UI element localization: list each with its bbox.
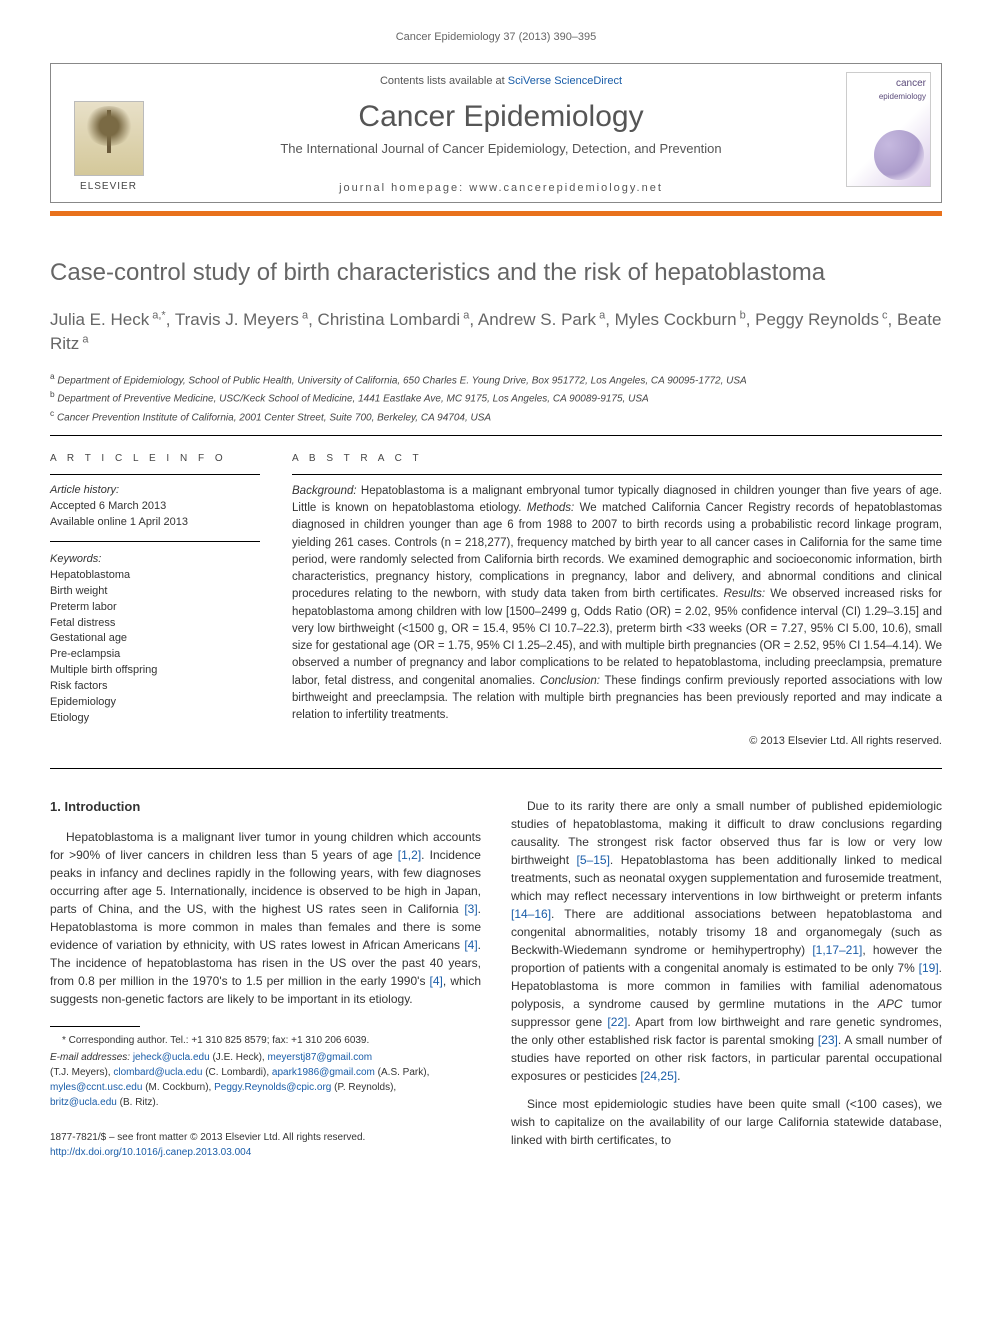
ref-link[interactable]: [4] (430, 974, 443, 988)
orange-rule (50, 211, 942, 216)
section-heading-intro: 1. Introduction (50, 797, 481, 817)
journal-cover-icon: cancer epidemiology (846, 72, 931, 187)
email-link[interactable]: apark1986@gmail.com (272, 1067, 375, 1078)
author-list: Julia E. Heck a,*, Travis J. Meyers a, C… (50, 308, 942, 356)
sciverse-link[interactable]: SciVerse ScienceDirect (508, 75, 622, 87)
ref-link[interactable]: [19] (919, 961, 939, 975)
doi-link[interactable]: http://dx.doi.org/10.1016/j.canep.2013.0… (50, 1147, 251, 1158)
publisher-name: ELSEVIER (80, 180, 137, 194)
journal-masthead: ELSEVIER Contents lists available at Sci… (50, 63, 942, 203)
contents-available-line: Contents lists available at SciVerse Sci… (174, 74, 828, 89)
keyword-item: Epidemiology (50, 695, 260, 711)
ref-link[interactable]: [4] (464, 938, 477, 952)
email-link[interactable]: Peggy.Reynolds@cpic.org (214, 1082, 331, 1093)
email-link[interactable]: clombard@ucla.edu (113, 1067, 202, 1078)
article-title: Case-control study of birth characterist… (50, 258, 942, 288)
cover-text-bottom: epidemiology (851, 91, 926, 102)
keyword-item: Risk factors (50, 679, 260, 695)
email-link[interactable]: myles@ccnt.usc.edu (50, 1082, 142, 1093)
keyword-item: Hepatoblastoma (50, 568, 260, 584)
article-info-column: A R T I C L E I N F O Article history: A… (50, 452, 260, 750)
body-two-column: 1. Introduction Hepatoblastoma is a mali… (50, 797, 942, 1161)
intro-para-2: Due to its rarity there are only a small… (511, 797, 942, 1085)
footnotes: * Corresponding author. Tel.: +1 310 825… (50, 1033, 481, 1110)
running-head: Cancer Epidemiology 37 (2013) 390–395 (50, 30, 942, 45)
abs-background-label: Background: (292, 485, 357, 497)
keyword-item: Etiology (50, 711, 260, 727)
ref-link[interactable]: [23] (818, 1033, 838, 1047)
email-link[interactable]: britz@ucla.edu (50, 1097, 117, 1108)
affiliations: a Department of Epidemiology, School of … (50, 370, 942, 425)
corresponding-author: * Corresponding author. Tel.: +1 310 825… (50, 1033, 481, 1048)
journal-homepage: journal homepage: www.cancerepidemiology… (174, 181, 828, 196)
rule (50, 435, 942, 436)
cover-thumb-block: cancer epidemiology (836, 64, 941, 202)
masthead-center: Contents lists available at SciVerse Sci… (166, 64, 836, 202)
abstract-column: A B S T R A C T Background: Hepatoblasto… (292, 452, 942, 750)
journal-title: Cancer Epidemiology (174, 96, 828, 138)
cover-text-top: cancer (851, 77, 926, 91)
footnote-rule (50, 1026, 140, 1027)
publisher-block: ELSEVIER (51, 64, 166, 202)
keyword-item: Birth weight (50, 584, 260, 600)
ref-link[interactable]: [24,25] (640, 1069, 677, 1083)
abstract-copyright: © 2013 Elsevier Ltd. All rights reserved… (292, 734, 942, 749)
keyword-item: Pre-eclampsia (50, 647, 260, 663)
abstract-text: Background: Hepatoblastoma is a malignan… (292, 483, 942, 725)
issn-line: 1877-7821/$ – see front matter © 2013 El… (50, 1130, 481, 1145)
keyword-item: Gestational age (50, 631, 260, 647)
ref-link[interactable]: [22] (607, 1015, 627, 1029)
keywords-label: Keywords: (50, 552, 260, 568)
intro-para-3: Since most epidemiologic studies have be… (511, 1095, 942, 1149)
ref-link[interactable]: [1,17–21] (812, 943, 862, 957)
email-addresses: E-mail addresses: jeheck@ucla.edu (J.E. … (50, 1050, 481, 1110)
online-date: Available online 1 April 2013 (50, 515, 260, 531)
gene-apc: APC (878, 997, 903, 1011)
email-link[interactable]: meyerstj87@gmail.com (267, 1052, 372, 1063)
keyword-item: Preterm labor (50, 600, 260, 616)
journal-subtitle: The International Journal of Cancer Epid… (174, 140, 828, 158)
history-label: Article history: (50, 483, 260, 499)
ref-link[interactable]: [3] (464, 902, 477, 916)
ref-link[interactable]: [5–15] (577, 853, 610, 867)
accepted-date: Accepted 6 March 2013 (50, 499, 260, 515)
abs-results-label: Results: (724, 588, 766, 600)
ref-link[interactable]: [14–16] (511, 907, 551, 921)
ref-link[interactable]: [1,2] (398, 848, 421, 862)
abs-conclusion-label: Conclusion: (540, 675, 600, 687)
keyword-item: Multiple birth offspring (50, 663, 260, 679)
issn-doi-block: 1877-7821/$ – see front matter © 2013 El… (50, 1130, 481, 1160)
abs-results: We observed increased risks for hepatobl… (292, 588, 942, 686)
intro-para-1: Hepatoblastoma is a malignant liver tumo… (50, 828, 481, 1008)
abstract-heading: A B S T R A C T (292, 452, 942, 466)
keywords-list: HepatoblastomaBirth weightPreterm laborF… (50, 568, 260, 727)
elsevier-tree-icon (74, 101, 144, 176)
keyword-item: Fetal distress (50, 616, 260, 632)
email-link[interactable]: jeheck@ucla.edu (133, 1052, 210, 1063)
contents-prefix: Contents lists available at (380, 75, 508, 87)
rule (50, 768, 942, 769)
abs-methods: We matched California Cancer Registry re… (292, 502, 942, 600)
article-info-heading: A R T I C L E I N F O (50, 452, 260, 466)
abs-methods-label: Methods: (527, 502, 574, 514)
